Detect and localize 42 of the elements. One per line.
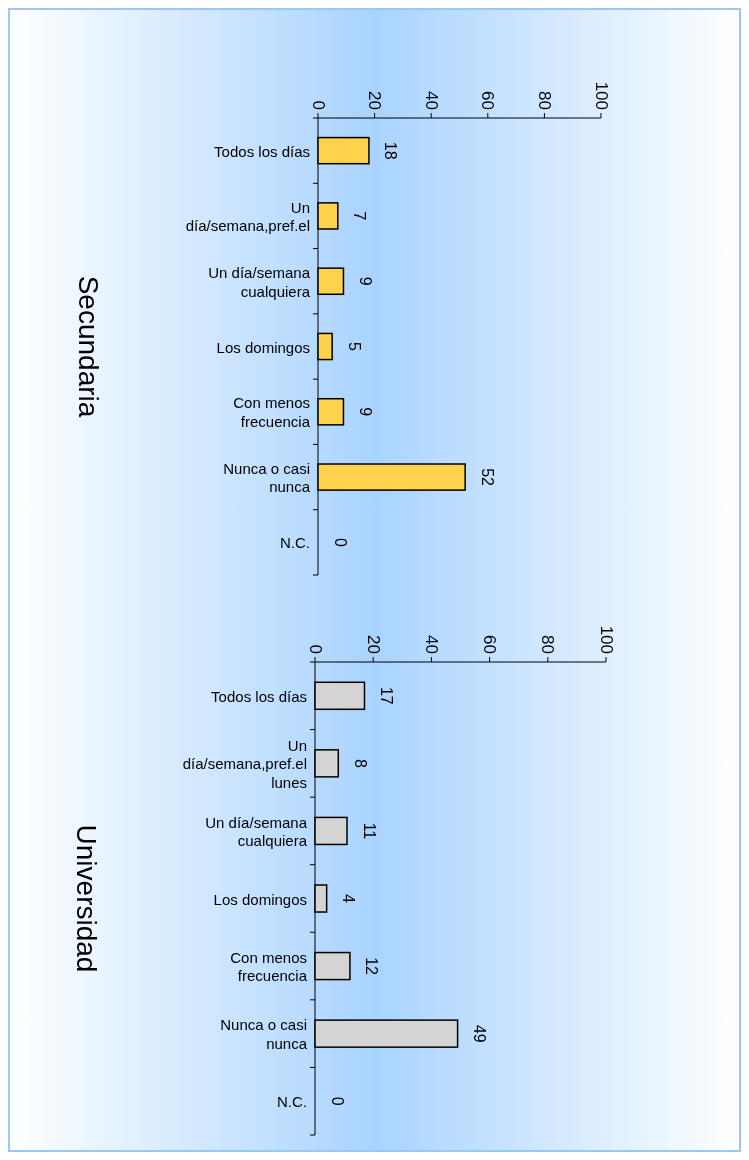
y-tick-label: Un día/semana,pref.el <box>185 198 310 234</box>
x-tick-label: 0 <box>308 100 328 110</box>
data-label: 12 <box>363 957 381 976</box>
y-tick-label: Todos los días <box>211 687 307 705</box>
x-tick-label: 40 <box>421 635 441 654</box>
x-tick-label: 20 <box>363 635 383 654</box>
x-tick-label: 0 <box>305 644 325 654</box>
y-tick-label: Nunca o casi nunca <box>223 459 311 495</box>
data-label: 8 <box>351 758 369 768</box>
text: Secundaria <box>72 275 104 418</box>
y-tick-label: Los domingos <box>213 890 307 907</box>
data-label: 52 <box>478 468 496 487</box>
y-tick-label: Un día/semana cualquiera <box>208 263 311 300</box>
x-tick-label: 60 <box>478 91 498 110</box>
data-label: 11 <box>360 822 378 840</box>
data-label: 0 <box>331 537 349 547</box>
data-label: 17 <box>377 686 395 705</box>
y-tick-label: Un día/semana,pref.el lunes <box>182 736 307 791</box>
data-label: 9 <box>356 407 374 417</box>
data-label: 7 <box>351 211 369 221</box>
data-label: 0 <box>328 1096 346 1106</box>
x-tick-label: 60 <box>480 635 500 654</box>
y-tick-label: N.C. <box>280 533 310 551</box>
x-tick-label: 100 <box>596 625 616 654</box>
x-tick-label: 80 <box>538 635 558 654</box>
y-tick-label: Nunca o casi nunca <box>220 1015 308 1052</box>
text: Universidad <box>70 824 102 973</box>
y-tick-label: N.C. <box>277 1092 307 1110</box>
y-tick-label: Con menos frecuencia <box>230 948 308 984</box>
x-tick-label: 100 <box>591 81 611 110</box>
data-label: 9 <box>356 276 374 286</box>
data-label: 4 <box>340 894 358 904</box>
y-tick-label: Los domingos <box>216 338 310 355</box>
x-tick-label: 40 <box>421 91 441 110</box>
y-tick-label: Todos los días <box>214 142 310 160</box>
data-label: 18 <box>382 141 400 160</box>
y-tick-label: Con menos frecuencia <box>233 393 311 430</box>
x-tick-label: 20 <box>365 91 385 110</box>
x-tick-label: 80 <box>534 91 554 110</box>
data-label: 49 <box>471 1024 489 1043</box>
data-label: 5 <box>345 342 363 352</box>
y-tick-label: Un día/semana cualquiera <box>205 813 308 849</box>
